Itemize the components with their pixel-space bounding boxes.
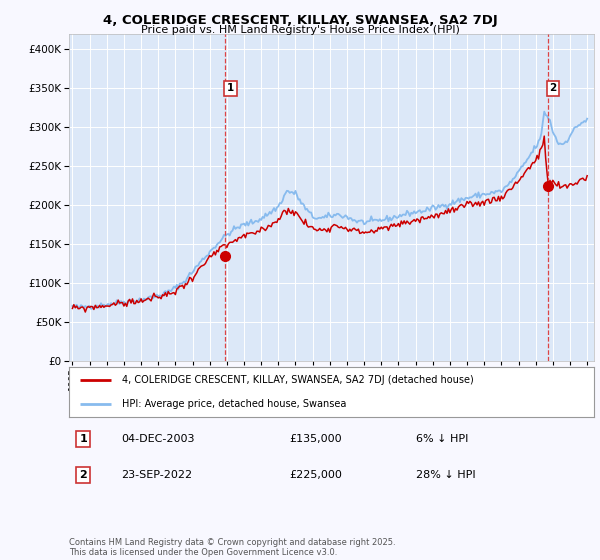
Text: £225,000: £225,000 xyxy=(290,470,343,480)
Text: 04-DEC-2003: 04-DEC-2003 xyxy=(121,434,195,444)
Text: 2: 2 xyxy=(79,470,87,480)
Text: Price paid vs. HM Land Registry's House Price Index (HPI): Price paid vs. HM Land Registry's House … xyxy=(140,25,460,35)
Text: £135,000: £135,000 xyxy=(290,434,342,444)
Text: 6% ↓ HPI: 6% ↓ HPI xyxy=(415,434,468,444)
Text: 2: 2 xyxy=(550,83,557,93)
Text: 28% ↓ HPI: 28% ↓ HPI xyxy=(415,470,475,480)
Text: 23-SEP-2022: 23-SEP-2022 xyxy=(121,470,193,480)
Text: 4, COLERIDGE CRESCENT, KILLAY, SWANSEA, SA2 7DJ (detached house): 4, COLERIDGE CRESCENT, KILLAY, SWANSEA, … xyxy=(121,375,473,385)
Text: Contains HM Land Registry data © Crown copyright and database right 2025.
This d: Contains HM Land Registry data © Crown c… xyxy=(69,538,395,557)
Text: HPI: Average price, detached house, Swansea: HPI: Average price, detached house, Swan… xyxy=(121,399,346,409)
Text: 1: 1 xyxy=(227,83,234,93)
Text: 4, COLERIDGE CRESCENT, KILLAY, SWANSEA, SA2 7DJ: 4, COLERIDGE CRESCENT, KILLAY, SWANSEA, … xyxy=(103,14,497,27)
Text: 1: 1 xyxy=(79,434,87,444)
